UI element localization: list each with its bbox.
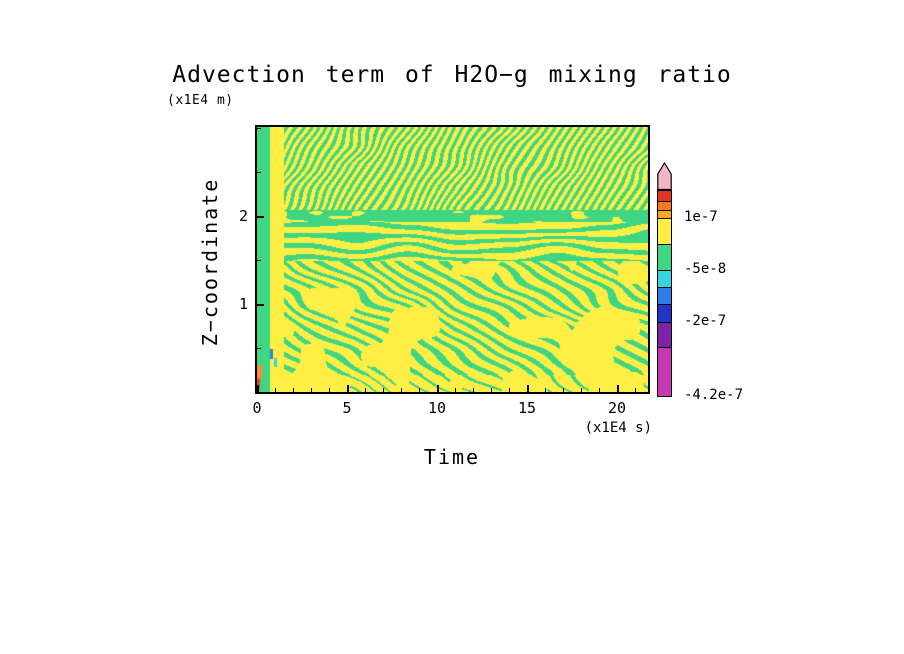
y-tick-label: 2	[238, 207, 248, 225]
x-minor-tick	[563, 388, 564, 392]
x-minor-tick	[419, 388, 420, 392]
y-axis-label: Z−coordinate	[198, 177, 222, 347]
colorbar-segment	[658, 287, 671, 304]
y-major-tick	[257, 304, 264, 306]
x-minor-tick	[473, 388, 474, 392]
x-tick-label: 20	[607, 399, 627, 417]
x-minor-tick	[365, 388, 366, 392]
x-minor-tick	[599, 388, 600, 392]
y-minor-tick	[257, 128, 261, 129]
y-minor-tick	[257, 348, 261, 349]
colorbar-segment	[658, 322, 671, 347]
x-minor-tick	[275, 388, 276, 392]
x-major-tick	[257, 385, 259, 392]
x-axis-label: Time	[423, 445, 481, 469]
x-major-tick	[347, 385, 349, 392]
x-minor-tick	[455, 388, 456, 392]
x-minor-tick	[383, 388, 384, 392]
plot-area	[255, 125, 650, 394]
x-tick-label: 5	[342, 399, 352, 417]
colorbar-label: -5e-8	[684, 261, 727, 277]
colorbar-bar	[657, 190, 672, 397]
colorbar-segment	[658, 201, 671, 210]
x-major-tick	[527, 385, 529, 392]
x-major-tick	[617, 385, 619, 392]
x-tick-label: 15	[517, 399, 537, 417]
colorbar-segment	[658, 210, 671, 218]
x-tick-label: 10	[427, 399, 447, 417]
colorbar-segment	[658, 218, 671, 244]
x-minor-tick	[491, 388, 492, 392]
colorbar-segment	[658, 244, 671, 270]
colorbar-segment	[658, 304, 671, 322]
x-major-tick	[437, 385, 439, 392]
y-axis-unit: (x1E4 m)	[167, 93, 234, 108]
chart-title: Advection term of H2O−g mixing ratio	[172, 62, 732, 88]
colorbar-arrow	[657, 162, 672, 190]
colorbar-label: 1e-7	[684, 209, 718, 225]
x-minor-tick	[635, 388, 636, 392]
x-minor-tick	[293, 388, 294, 392]
y-major-tick	[257, 216, 264, 218]
x-minor-tick	[545, 388, 546, 392]
y-minor-tick	[257, 260, 261, 261]
y-tick-label: 1	[238, 295, 248, 313]
colorbar-label: -2e-7	[684, 313, 727, 329]
colorbar-segment	[658, 191, 671, 201]
x-tick-label: 0	[252, 399, 262, 417]
y-minor-tick	[257, 172, 261, 173]
colorbar-segment	[658, 347, 671, 396]
heatmap-canvas	[257, 127, 648, 392]
x-axis-unit: (x1E4 s)	[584, 420, 652, 436]
x-minor-tick	[509, 388, 510, 392]
x-minor-tick	[311, 388, 312, 392]
colorbar-label: -4.2e-7	[684, 387, 744, 403]
x-minor-tick	[401, 388, 402, 392]
x-minor-tick	[581, 388, 582, 392]
colorbar-segment	[658, 270, 671, 287]
x-minor-tick	[329, 388, 330, 392]
